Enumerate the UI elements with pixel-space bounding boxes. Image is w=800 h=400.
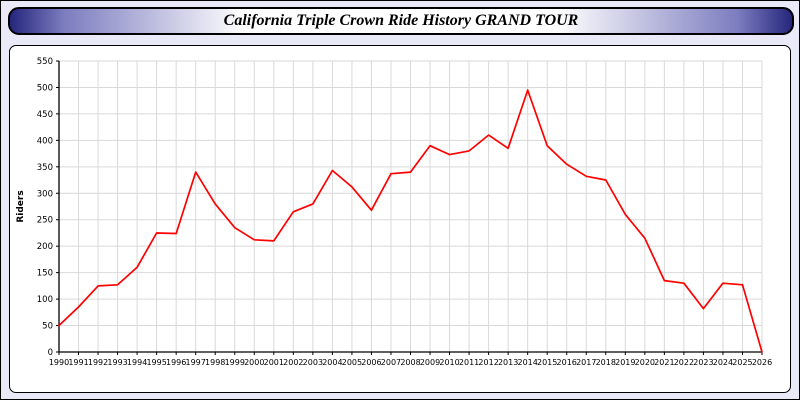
x-tick-label: 2023 [693, 358, 713, 367]
y-tick-label: 450 [37, 110, 53, 120]
x-tick-label: 1999 [225, 358, 245, 367]
x-tick-label: 2022 [674, 358, 694, 367]
x-tick-label: 1995 [146, 358, 166, 367]
x-tick-label: 2011 [459, 358, 479, 367]
x-tick-label: 2021 [654, 358, 674, 367]
x-tick-label: 2024 [713, 358, 733, 367]
y-tick-label: 150 [37, 269, 53, 279]
x-tick-label: 2018 [596, 358, 616, 367]
chart-panel: 1990 1991 1992 1993 1994 1995 1996 1997 1998 1999… [9, 45, 791, 393]
title-bar: California Triple Crown Ride History GRA… [8, 7, 794, 35]
y-tick-label: 300 [37, 189, 53, 199]
x-tick-label: 2010 [439, 358, 459, 367]
y-tick-label: 200 [37, 242, 53, 252]
x-tick-label: 2005 [342, 358, 362, 367]
x-tick-label: 2000 [244, 358, 264, 367]
x-tick-label: 1993 [107, 358, 127, 367]
x-tick-label: 2012 [478, 358, 498, 367]
x-tick-label: 2016 [557, 358, 577, 367]
y-axis-title: Riders [16, 190, 26, 222]
y-tick-label: 500 [37, 83, 53, 93]
line-chart: 1990 1991 1992 1993 1994 1995 1996 1997 1998 1999… [16, 57, 772, 367]
x-tick-label: 2025 [732, 358, 752, 367]
y-tick-label: 350 [37, 163, 53, 173]
y-tick-label: 0 [48, 348, 53, 358]
y-tick-label: 100 [37, 295, 53, 305]
x-tick-label: 2015 [537, 358, 557, 367]
x-tick-label: 2002 [283, 358, 303, 367]
x-tick-label: 1991 [68, 358, 88, 367]
x-tick-label: 2019 [615, 358, 635, 367]
y-tick-label: 50 [42, 322, 53, 332]
x-tick-label: 2014 [517, 358, 537, 367]
x-tick-label: 1996 [166, 358, 186, 367]
x-tick-label: 1990 [49, 358, 69, 367]
x-tick-label: 2001 [264, 358, 284, 367]
y-tick-label: 250 [37, 216, 53, 226]
x-tick-label: 1994 [127, 358, 147, 367]
x-tick-label: 2009 [420, 358, 440, 367]
x-tick-label: 2026 [752, 358, 772, 367]
chart-title: California Triple Crown Ride History GRA… [223, 12, 579, 29]
x-tick-label: 2007 [381, 358, 401, 367]
y-tick-label: 550 [37, 57, 53, 67]
x-tick-label: 1992 [88, 358, 108, 367]
y-tick-label: 400 [37, 136, 53, 146]
x-tick-label: 2013 [498, 358, 518, 367]
x-tick-label: 2008 [400, 358, 420, 367]
riders-series-line [58, 89, 763, 353]
x-tick-label: 2017 [576, 358, 596, 367]
x-tick-label: 1997 [186, 358, 206, 367]
x-tick-label: 1998 [205, 358, 225, 367]
x-tick-label: 2004 [322, 358, 342, 367]
x-tick-label: 2020 [635, 358, 655, 367]
x-tick-label: 2003 [303, 358, 323, 367]
x-tick-label: 2006 [361, 358, 381, 367]
